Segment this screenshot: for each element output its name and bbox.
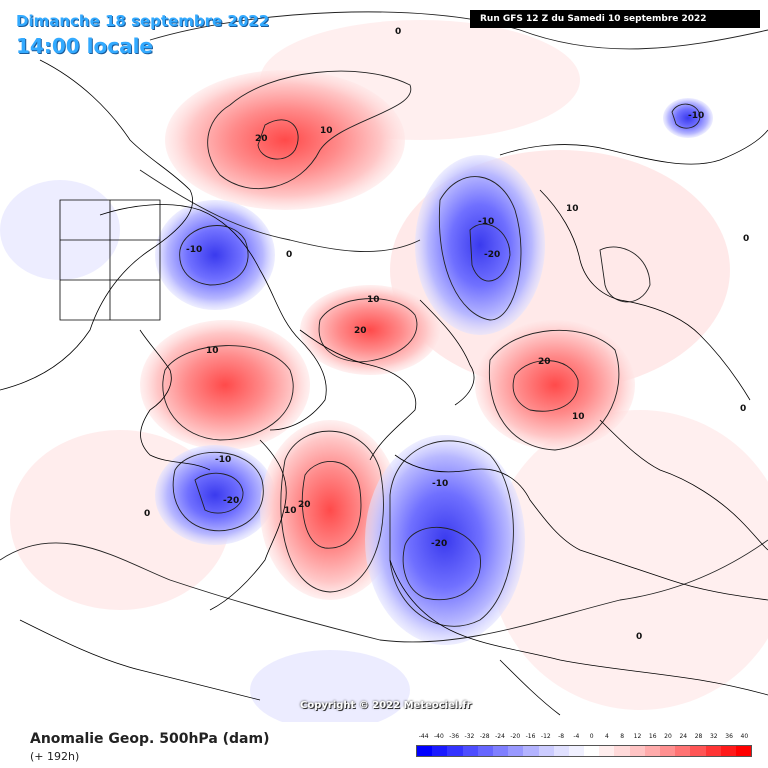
scale-tick-label: -28 [479,733,490,740]
svg-text:-10: -10 [688,111,704,121]
scale-tick-label: 16 [648,733,657,740]
scale-tick-label: 24 [679,733,688,740]
color-scale-labels: -44 -40 -36 -32 -28 -24 -20 -16 -12 -8 -4 0 4 8 12 16 20… [412,733,752,743]
copyright-notice: Copyright © 2022 Meteociel.fr [300,700,472,711]
svg-text:-20: -20 [223,496,239,506]
scale-swatch [675,746,691,756]
svg-text:20: 20 [538,357,551,367]
scale-tick-label: -40 [434,733,444,740]
scale-swatch [584,746,600,756]
svg-text:0: 0 [636,632,642,642]
svg-text:10: 10 [284,506,297,516]
positive-anomaly-atlantic [260,420,400,600]
svg-text:-10: -10 [432,479,448,489]
svg-text:-10: -10 [478,217,494,227]
scale-swatch [417,746,433,756]
contour-value-labels: 20 10 -10 -10 -20 20 10 10 20 10 10 0 0 … [144,27,749,642]
scale-swatch [599,746,615,756]
svg-text:0: 0 [395,27,401,37]
negative-anomaly-europe [365,435,525,645]
positive-anomaly-canada [140,320,310,450]
lead-time: (+ 192h) [30,750,80,763]
scale-tick-label: 8 [620,733,625,740]
scale-tick-label: -16 [525,733,536,740]
scale-tick-label: 40 [740,733,749,740]
scale-tick-label: 36 [725,733,733,740]
color-scale [416,745,752,757]
scale-tick-label: -12 [540,733,551,740]
svg-text:10: 10 [572,412,585,422]
scale-tick-label: 20 [664,733,672,740]
scale-swatch [477,746,493,756]
scale-tick-label: -4 [573,733,580,740]
svg-text:0: 0 [144,509,150,519]
scale-swatch [735,746,752,756]
forecast-time: 14:00 locale [16,34,153,58]
scale-tick-label: 4 [604,733,609,740]
scale-swatch [568,746,585,756]
scale-tick-label: 32 [709,733,718,740]
scale-swatch [614,746,630,756]
scale-swatch [492,746,509,756]
positive-anomaly-asia [475,320,635,450]
scale-swatch [462,746,478,756]
svg-text:10: 10 [320,126,333,136]
scale-tick-label: -20 [510,733,521,740]
scale-swatch [508,746,524,756]
scale-swatch [705,746,721,756]
forecast-date: Dimanche 18 septembre 2022 [16,12,270,30]
scale-tick-label: -24 [495,733,505,740]
scale-tick-label: -8 [558,733,565,740]
scale-swatch [720,746,736,756]
svg-text:-20: -20 [484,250,500,260]
svg-text:0: 0 [740,404,746,414]
svg-text:20: 20 [354,326,367,336]
svg-text:20: 20 [298,500,311,510]
scale-tick-label: -44 [418,733,429,740]
scale-swatch [553,746,569,756]
scale-swatch [690,746,706,756]
scale-tick-label: 0 [589,733,594,740]
svg-text:0: 0 [286,250,292,260]
svg-text:10: 10 [367,295,380,305]
svg-text:20: 20 [255,134,268,144]
svg-text:0: 0 [743,234,749,244]
scale-tick-label: 28 [694,733,703,740]
svg-text:10: 10 [566,204,579,214]
svg-text:-10: -10 [186,245,202,255]
scale-swatch [447,746,463,756]
coastlines [0,59,768,716]
positive-anomaly-pacific [165,70,405,210]
scale-swatch [644,746,660,756]
model-run-label: Run GFS 12 Z du Samedi 10 septembre 2022 [470,10,760,28]
scale-tick-label: 12 [633,733,642,740]
scale-swatch [432,746,448,756]
svg-text:-10: -10 [215,455,231,465]
scale-tick-label: -36 [449,733,460,740]
negative-anomaly-alaska [155,200,275,310]
negative-anomaly-siberia [415,155,545,335]
scale-swatch [538,746,554,756]
svg-text:10: 10 [206,346,219,356]
variable-title: Anomalie Geop. 500hPa (dam) [30,731,270,747]
scale-swatch [660,746,676,756]
scale-swatch [523,746,539,756]
negative-anomaly-us [155,445,275,545]
scale-swatch [629,746,645,756]
scale-tick-label: -32 [464,733,475,740]
svg-text:-20: -20 [431,539,447,549]
